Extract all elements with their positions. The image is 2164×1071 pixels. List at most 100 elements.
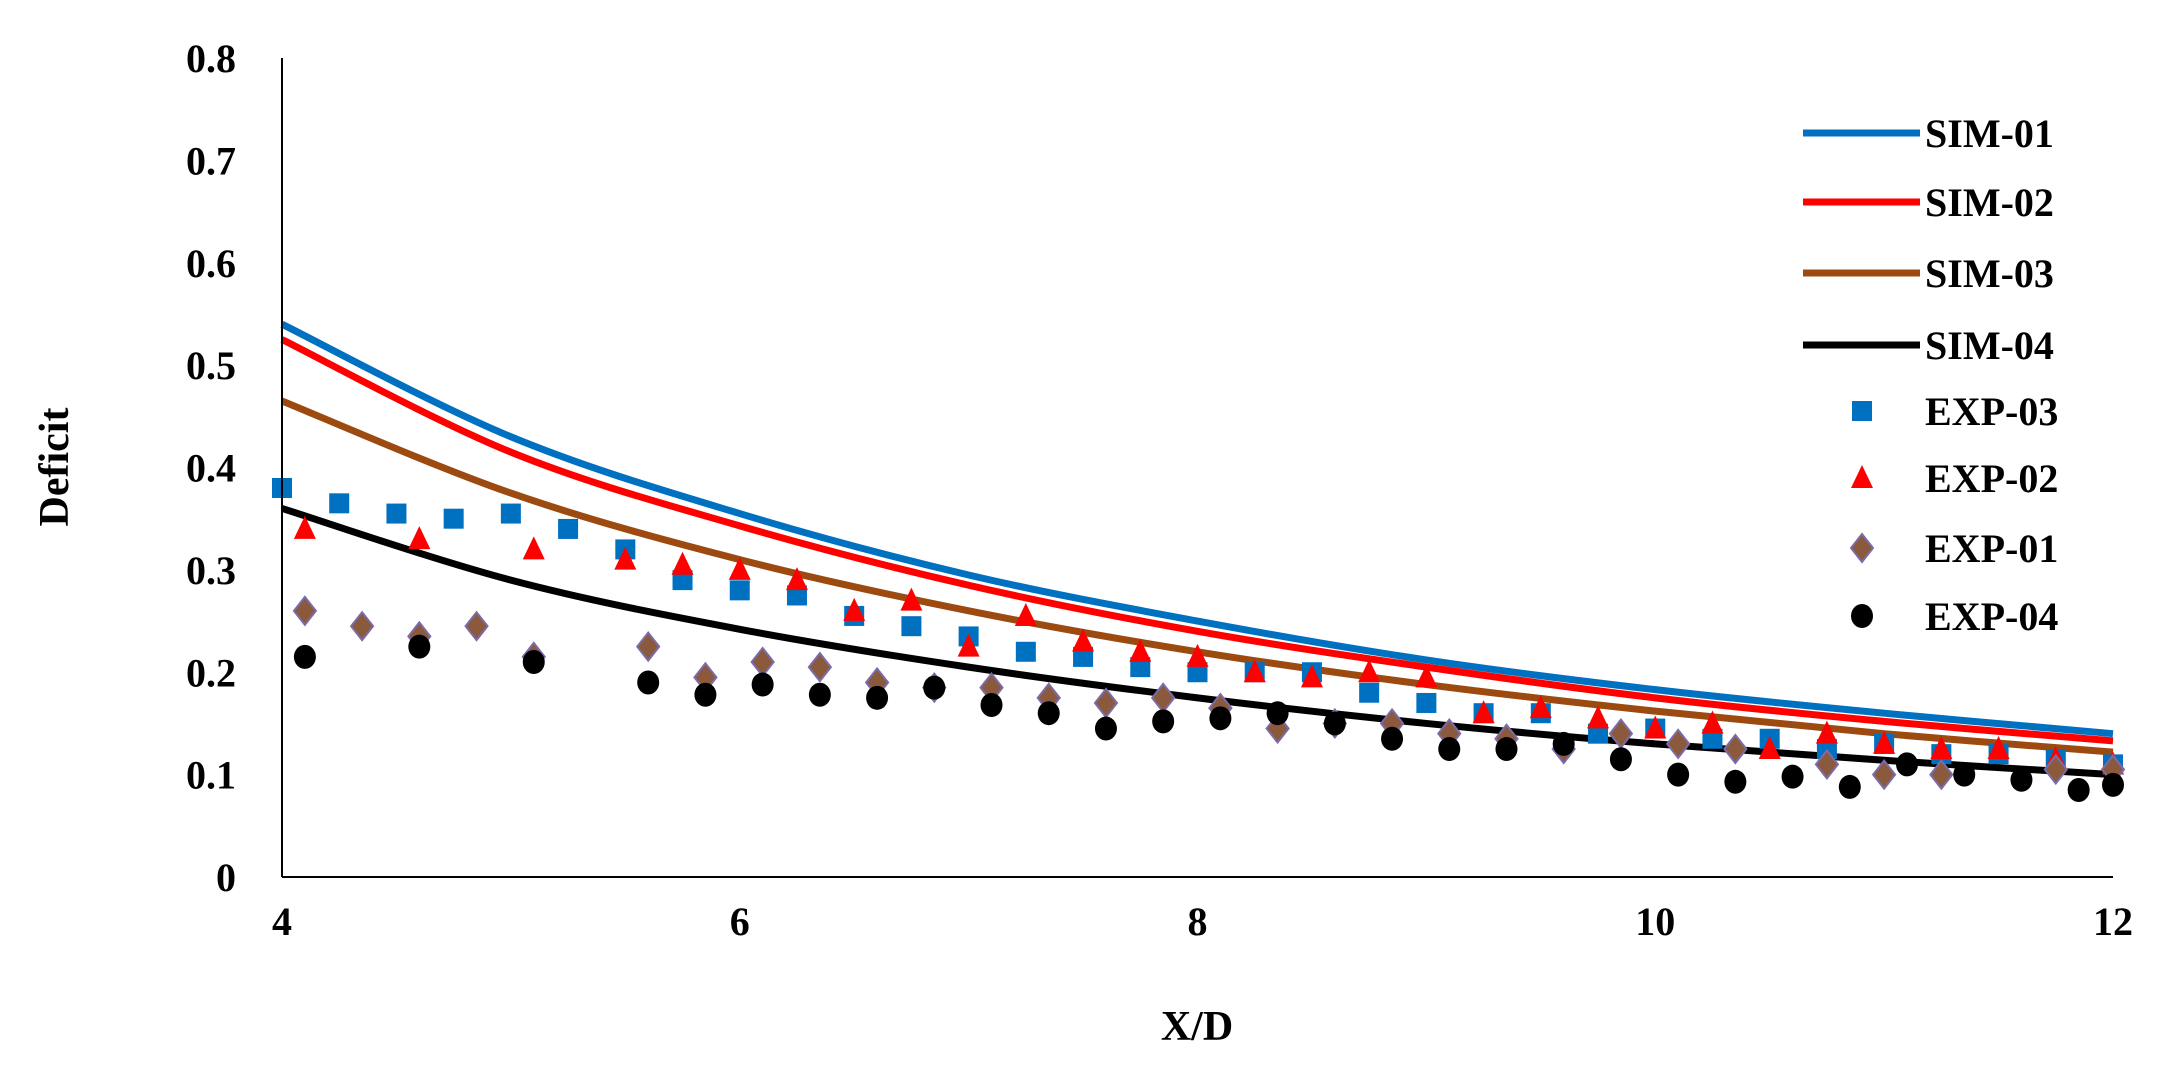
x-tick-label: 10 <box>1635 899 1675 944</box>
data-point <box>672 570 693 591</box>
data-point <box>1150 682 1176 714</box>
data-point <box>1871 759 1897 791</box>
data-point <box>464 610 489 642</box>
y-tick-label: 0.5 <box>186 343 236 388</box>
x-axis-title: X/D <box>1161 1004 1233 1050</box>
legend-entry-exp-03: EXP-03 <box>1852 389 2058 434</box>
data-point <box>1930 736 1953 760</box>
data-point <box>1665 728 1691 760</box>
series-line-sim-01 <box>280 321 2114 738</box>
data-point <box>1723 733 1748 765</box>
data-point <box>1838 774 1861 799</box>
legend: SIM-01 SIM-02 SIM-03 SIM-04 EXP-03 EXP-02 EXP-… <box>1803 111 2058 639</box>
legend-label: EXP-04 <box>1925 594 2058 639</box>
data-point <box>1416 692 1437 713</box>
legend-marker-swatch <box>1851 604 1873 628</box>
y-tick-label: 0.3 <box>186 548 236 593</box>
data-point <box>1814 748 1840 781</box>
legend-entry-exp-04: EXP-04 <box>1851 594 2058 639</box>
data-point <box>408 634 431 659</box>
data-point <box>1724 769 1747 794</box>
legend-label: SIM-01 <box>1925 111 2054 156</box>
legend-entry-sim-02: SIM-02 <box>1803 180 2054 225</box>
x-tick-label: 8 <box>1188 899 1208 944</box>
data-point <box>785 567 808 591</box>
legend-marker-swatch <box>1849 532 1875 564</box>
legend-label: EXP-02 <box>1925 456 2058 501</box>
legend-label: SIM-02 <box>1925 180 2054 225</box>
data-point <box>614 546 637 570</box>
data-point <box>637 670 660 695</box>
y-tick-label: 0.2 <box>186 650 236 695</box>
data-point <box>694 682 717 707</box>
data-point <box>635 631 661 663</box>
data-point <box>1758 736 1781 760</box>
data-point <box>843 597 866 621</box>
data-point <box>1073 646 1094 667</box>
y-axis-title: Deficit <box>32 408 78 527</box>
x-tick-label: 12 <box>2093 899 2133 944</box>
data-point <box>1929 759 1954 791</box>
data-point <box>1953 762 1976 787</box>
data-point <box>1552 731 1575 756</box>
data-point <box>522 650 545 675</box>
data-point <box>329 493 350 514</box>
y-tick-label: 0.6 <box>186 241 236 286</box>
data-point <box>386 503 407 524</box>
data-point <box>728 556 751 580</box>
legend-entry-exp-01: EXP-01 <box>1849 526 2058 571</box>
data-point <box>1381 726 1404 751</box>
data-point <box>1187 662 1208 683</box>
data-point <box>292 595 318 627</box>
data-point <box>1014 602 1037 626</box>
data-point <box>1529 695 1552 719</box>
data-point <box>1094 716 1117 741</box>
data-point <box>2043 753 2069 786</box>
data-point <box>293 515 316 539</box>
data-point <box>1587 705 1610 729</box>
data-point <box>1359 682 1380 703</box>
data-point <box>500 503 521 524</box>
data-point <box>671 551 694 575</box>
data-point <box>1701 710 1724 734</box>
data-point <box>2067 777 2090 802</box>
data-point <box>1015 641 1036 662</box>
legend-label: EXP-03 <box>1925 389 2058 434</box>
data-point <box>1588 723 1609 744</box>
data-point <box>1358 659 1381 683</box>
data-point <box>443 508 464 529</box>
data-point <box>786 585 807 606</box>
y-tick-label: 0.1 <box>186 753 236 798</box>
data-point <box>1472 700 1495 724</box>
y-tick-label: 0.4 <box>186 446 236 491</box>
legend-marker-swatch <box>1851 465 1873 488</box>
data-point <box>980 693 1003 718</box>
data-point <box>1209 706 1232 731</box>
data-point <box>2102 772 2124 797</box>
legend-label: EXP-01 <box>1925 526 2058 571</box>
data-point <box>522 536 545 560</box>
data-point <box>1415 664 1438 688</box>
data-point <box>1152 709 1175 734</box>
data-point <box>1495 737 1518 762</box>
legend-label: SIM-04 <box>1925 323 2054 368</box>
data-point <box>1129 638 1152 662</box>
data-point <box>729 580 750 601</box>
data-point <box>1323 711 1346 736</box>
data-point <box>1093 687 1119 719</box>
data-point <box>957 633 980 657</box>
data-point <box>293 644 316 669</box>
legend-entry-sim-01: SIM-01 <box>1803 111 2054 156</box>
data-point <box>1667 762 1690 787</box>
data-point <box>1781 764 1804 789</box>
plot-area <box>272 321 2126 802</box>
data-point <box>808 682 831 707</box>
data-point <box>901 616 922 637</box>
data-point <box>1243 659 1266 683</box>
data-point <box>1037 701 1060 726</box>
data-point <box>1072 628 1095 652</box>
data-point <box>751 672 774 697</box>
data-point <box>900 587 923 611</box>
data-point <box>923 675 946 700</box>
